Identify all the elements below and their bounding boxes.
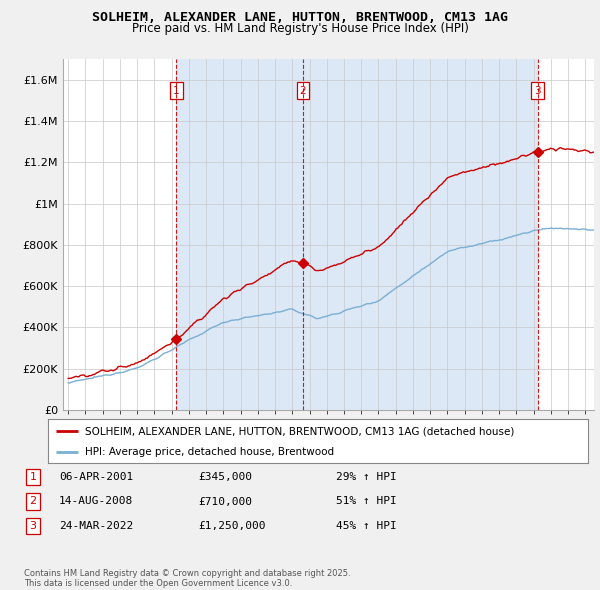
Text: 2: 2 [29,497,37,506]
Text: SOLHEIM, ALEXANDER LANE, HUTTON, BRENTWOOD, CM13 1AG: SOLHEIM, ALEXANDER LANE, HUTTON, BRENTWO… [92,11,508,24]
Text: Contains HM Land Registry data © Crown copyright and database right 2025.
This d: Contains HM Land Registry data © Crown c… [24,569,350,588]
Text: 3: 3 [535,86,541,96]
Text: 06-APR-2001: 06-APR-2001 [59,472,133,481]
Text: HPI: Average price, detached house, Brentwood: HPI: Average price, detached house, Bren… [85,447,334,457]
Text: 1: 1 [29,472,37,481]
Bar [303,59,538,410]
Bar [176,59,303,410]
Text: Price paid vs. HM Land Registry's House Price Index (HPI): Price paid vs. HM Land Registry's House … [131,22,469,35]
Text: 24-MAR-2022: 24-MAR-2022 [59,522,133,531]
Text: £1,250,000: £1,250,000 [198,522,265,531]
Text: £710,000: £710,000 [198,497,252,506]
Text: 45% ↑ HPI: 45% ↑ HPI [336,522,397,531]
Text: 2: 2 [299,86,306,96]
Text: 3: 3 [29,522,37,531]
Text: 14-AUG-2008: 14-AUG-2008 [59,497,133,506]
Text: 51% ↑ HPI: 51% ↑ HPI [336,497,397,506]
Text: 1: 1 [173,86,179,96]
Text: £345,000: £345,000 [198,472,252,481]
Text: SOLHEIM, ALEXANDER LANE, HUTTON, BRENTWOOD, CM13 1AG (detached house): SOLHEIM, ALEXANDER LANE, HUTTON, BRENTWO… [85,427,514,436]
Text: 29% ↑ HPI: 29% ↑ HPI [336,472,397,481]
